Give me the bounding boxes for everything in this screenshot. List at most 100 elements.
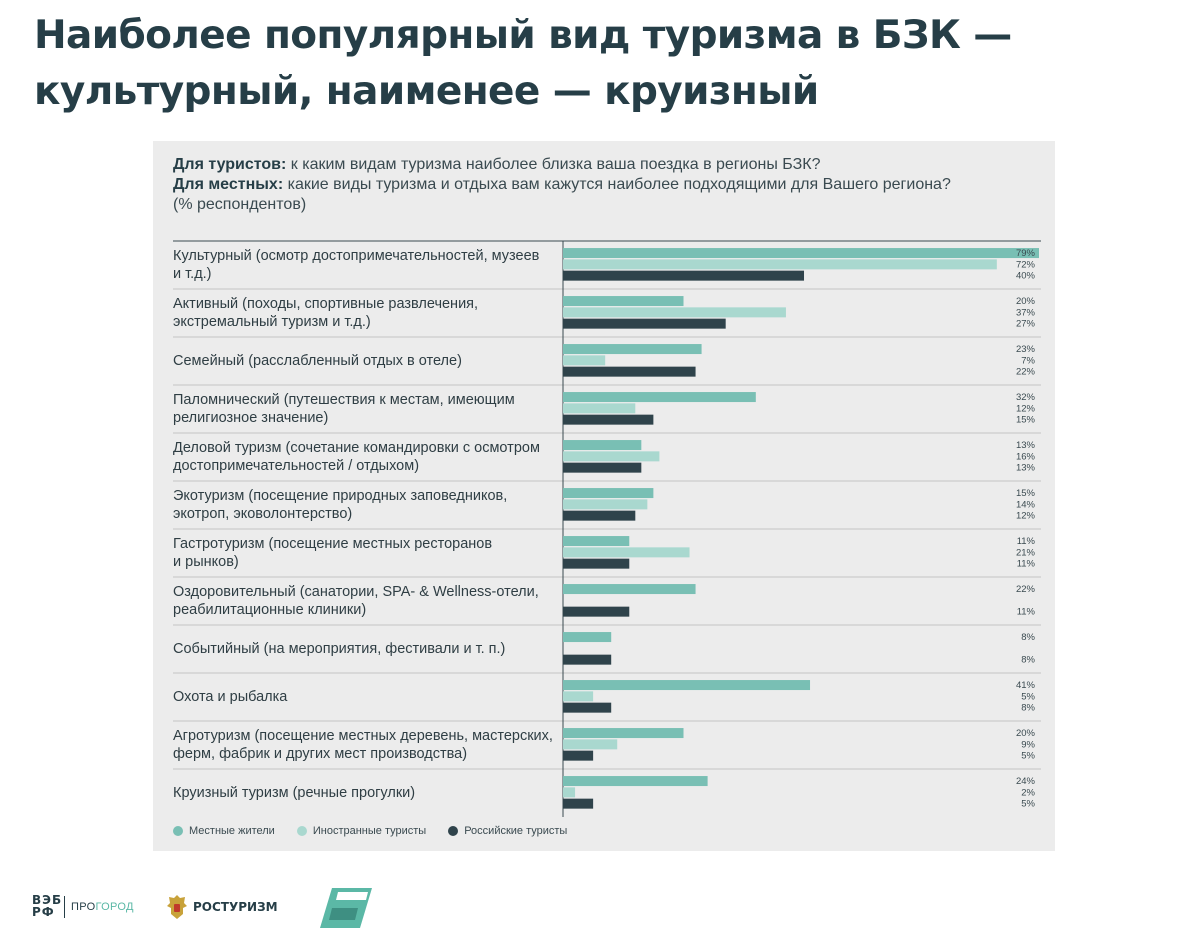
value-label: 5% bbox=[1021, 751, 1035, 762]
category-label-line: Охота и рыбалка bbox=[173, 689, 288, 705]
category-label-line: Экотуризм (посещение природных заповедни… bbox=[173, 488, 508, 504]
chart-legend: Местные жители Иностранные туристы Росси… bbox=[173, 825, 567, 837]
bar-foreign bbox=[563, 499, 648, 510]
value-label: 5% bbox=[1021, 691, 1035, 702]
value-label: 9% bbox=[1021, 739, 1035, 750]
bar-russian bbox=[563, 606, 630, 617]
bar-locals bbox=[563, 680, 811, 691]
category-label-line: Событийный (на мероприятия, фестивали и … bbox=[173, 641, 506, 657]
category-label: Гастротуризм (посещение местных ресторан… bbox=[173, 535, 558, 571]
category-label-line: экстремальный туризм и т.д.) bbox=[173, 314, 371, 330]
bar-locals bbox=[563, 728, 684, 739]
legend-label-foreign: Иностранные туристы bbox=[312, 825, 427, 837]
value-label: 22% bbox=[1016, 584, 1036, 595]
bar-locals bbox=[563, 392, 756, 403]
bar-locals bbox=[563, 440, 642, 451]
legend-dot-russian bbox=[448, 826, 459, 836]
category-label: Круизный туризм (речные прогулки) bbox=[173, 784, 558, 802]
bar-chart: 79% 72% 40% 20% 37% 27% 23% 7% 22% 32% 12% 15% 13% 16… bbox=[153, 141, 1055, 851]
bar-russian bbox=[563, 318, 726, 329]
value-label: 8% bbox=[1021, 655, 1035, 666]
category-label: Агротуризм (посещение местных деревень, … bbox=[173, 727, 558, 763]
bar-foreign bbox=[563, 403, 636, 414]
legend-item-russian: Российские туристы bbox=[448, 825, 567, 837]
category-label-line: достопримечательностей / отдыхом) bbox=[173, 458, 420, 474]
progorod-logo: ПРОГОРОД bbox=[71, 901, 134, 913]
category-label: Деловой туризм (сочетание командировки с… bbox=[173, 439, 558, 475]
question-tourists-text: к каким видам туризма наиболее близка ва… bbox=[286, 156, 821, 173]
bar-russian bbox=[563, 366, 696, 377]
value-label: 14% bbox=[1016, 499, 1036, 510]
value-label: 15% bbox=[1016, 488, 1036, 499]
question-locals-text: какие виды туризма и отдыха вам кажутся … bbox=[283, 176, 951, 193]
category-label: Культурный (осмотр достопримечательносте… bbox=[173, 247, 558, 283]
value-label: 79% bbox=[1016, 248, 1036, 259]
category-label: Экотуризм (посещение природных заповедни… bbox=[173, 487, 558, 523]
question-locals: Для местных: какие виды туризма и отдыха… bbox=[173, 175, 1043, 195]
footer-logos: ВЭБ РФ ПРОГОРОД РОСТУРИЗМ bbox=[0, 880, 1200, 930]
bar-locals bbox=[563, 488, 654, 499]
value-label: 20% bbox=[1016, 728, 1036, 739]
chart-question: Для туристов: к каким видам туризма наиб… bbox=[173, 155, 1043, 215]
coat-of-arms-icon bbox=[167, 895, 187, 919]
category-label-line: и рынков) bbox=[173, 554, 239, 570]
value-label: 37% bbox=[1016, 307, 1036, 318]
category-label-line: Деловой туризм (сочетание командировки с… bbox=[173, 440, 540, 456]
veb-logo-line1: ВЭБ bbox=[32, 893, 63, 907]
bar-russian bbox=[563, 654, 612, 665]
legend-dot-locals bbox=[173, 826, 183, 836]
bar-russian bbox=[563, 462, 642, 473]
category-label-line: ферм, фабрик и других мест производства) bbox=[173, 746, 468, 762]
category-label-line: Круизный туризм (речные прогулки) bbox=[173, 785, 416, 801]
question-locals-label: Для местных: bbox=[173, 176, 284, 193]
legend-dot-foreign bbox=[296, 826, 307, 836]
value-label: 11% bbox=[1017, 536, 1036, 547]
national-projects-logo-icon bbox=[320, 888, 372, 928]
value-label: 13% bbox=[1016, 440, 1036, 451]
bar-foreign bbox=[563, 547, 690, 558]
category-label-line: экотроп, эковолонтерство) bbox=[173, 506, 353, 522]
question-unit: (% респондентов) bbox=[173, 196, 307, 213]
bar-locals bbox=[563, 296, 684, 307]
value-label: 27% bbox=[1016, 319, 1036, 330]
veb-logo-line2: РФ bbox=[32, 905, 55, 919]
category-label-line: реабилитационные клиники) bbox=[173, 602, 367, 618]
category-label-line: Гастротуризм (посещение местных ресторан… bbox=[173, 536, 493, 552]
legend-item-foreign: Иностранные туристы bbox=[296, 825, 427, 837]
value-label: 12% bbox=[1016, 403, 1036, 414]
value-label: 40% bbox=[1016, 271, 1036, 282]
category-label: Оздоровительный (санатории, SPA- & Welln… bbox=[173, 583, 558, 619]
bar-russian bbox=[563, 414, 654, 425]
progorod-logo-b: ГОРОД bbox=[95, 901, 134, 913]
bar-locals bbox=[563, 776, 708, 787]
value-label: 8% bbox=[1021, 632, 1035, 643]
value-label: 24% bbox=[1016, 776, 1036, 787]
rostourism-logo: РОСТУРИЗМ bbox=[193, 900, 278, 914]
bar-russian bbox=[563, 558, 630, 569]
bar-locals bbox=[563, 584, 696, 595]
page-title: Наиболее популярный вид туризма в БЗК — … bbox=[34, 13, 1012, 114]
bar-locals bbox=[563, 536, 630, 547]
legend-item-locals: Местные жители bbox=[173, 825, 275, 837]
category-label: Событийный (на мероприятия, фестивали и … bbox=[173, 640, 558, 658]
value-label: 11% bbox=[1017, 607, 1036, 618]
category-label: Паломнический (путешествия к местам, име… bbox=[173, 391, 558, 427]
bar-foreign bbox=[563, 787, 576, 798]
bar-russian bbox=[563, 750, 594, 761]
value-label: 22% bbox=[1016, 367, 1036, 378]
logo-divider bbox=[64, 896, 65, 918]
value-label: 20% bbox=[1016, 296, 1036, 307]
bar-foreign bbox=[563, 451, 660, 462]
value-label: 13% bbox=[1016, 463, 1036, 474]
question-tourists: Для туристов: к каким видам туризма наиб… bbox=[173, 155, 1043, 175]
category-label-line: Активный (походы, спортивные развлечения… bbox=[173, 296, 479, 312]
bar-russian bbox=[563, 270, 805, 281]
value-label: 12% bbox=[1016, 511, 1036, 522]
value-label: 11% bbox=[1017, 559, 1036, 570]
value-label: 23% bbox=[1016, 344, 1036, 355]
bar-foreign bbox=[563, 355, 606, 366]
bar-russian bbox=[563, 702, 612, 713]
value-label: 2% bbox=[1021, 787, 1035, 798]
bar-chart-svg: 79%72%40%20%37%27%23%7%22%32%12%15%13%16… bbox=[173, 240, 1041, 817]
value-label: 41% bbox=[1016, 680, 1036, 691]
